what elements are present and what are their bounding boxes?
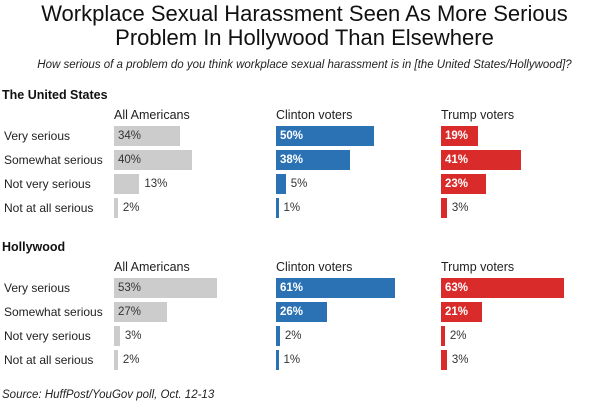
bar-hollywood-clinton-voters-somewhat-serious [276, 302, 327, 322]
bar-the-united-states-clinton-voters-somewhat-serious [276, 150, 351, 170]
row-label-not-at-all-serious: Not at all serious [4, 201, 94, 215]
bar-hollywood-all-americans-very-serious [114, 278, 218, 298]
column-header-trump-voters: Trump voters [441, 108, 515, 122]
source-note: Source: HuffPost/YouGov poll, Oct. 12-13 [2, 389, 215, 401]
value-label-hollywood-trump-voters-not-at-all-serious: 3% [451, 354, 469, 366]
bar-the-united-states-clinton-voters-not-at-all-serious [276, 198, 279, 218]
column-header-clinton-voters: Clinton voters [276, 108, 353, 122]
column-header-clinton-voters: Clinton voters [276, 260, 353, 274]
value-label-the-united-states-all-americans-not-at-all-serious: 2% [122, 202, 140, 214]
value-label-hollywood-clinton-voters-very-serious: 61% [280, 282, 304, 294]
chart-title: Workplace Sexual Harassment Seen As More… [0, 2, 609, 50]
value-label-the-united-states-trump-voters-somewhat-serious: 41% [445, 154, 469, 166]
section-title-hollywood: Hollywood [2, 240, 66, 254]
column-header-all-americans: All Americans [114, 108, 190, 122]
chart-title-line-2: Problem In Hollywood Than Elsewhere [115, 25, 494, 50]
row-label-very-serious: Very serious [4, 129, 71, 143]
bar-hollywood-clinton-voters-very-serious [276, 278, 395, 298]
bar-the-united-states-trump-voters-very-serious [441, 126, 479, 146]
value-label-hollywood-trump-voters-not-very-serious: 2% [449, 330, 467, 342]
value-label-the-united-states-clinton-voters-somewhat-serious: 38% [280, 154, 304, 166]
bar-hollywood-trump-voters-very-serious [441, 278, 564, 298]
value-label-the-united-states-all-americans-very-serious: 34% [118, 130, 142, 142]
value-label-hollywood-all-americans-not-very-serious: 3% [124, 330, 142, 342]
bar-the-united-states-all-americans-not-very-serious [114, 174, 140, 194]
value-label-the-united-states-clinton-voters-not-at-all-serious: 1% [283, 202, 301, 214]
bar-hollywood-trump-voters-not-very-serious [441, 326, 445, 346]
bar-hollywood-trump-voters-not-at-all-serious [441, 350, 447, 370]
value-label-hollywood-clinton-voters-somewhat-serious: 26% [280, 306, 304, 318]
bar-hollywood-all-americans-not-at-all-serious [114, 350, 118, 370]
bar-the-united-states-clinton-voters-very-serious [276, 126, 374, 146]
value-label-hollywood-all-americans-somewhat-serious: 27% [118, 306, 142, 318]
value-label-hollywood-trump-voters-very-serious: 63% [445, 282, 469, 294]
bar-the-united-states-all-americans-somewhat-serious [114, 150, 192, 170]
row-label-not-very-serious: Not very serious [4, 329, 91, 343]
bar-the-united-states-clinton-voters-not-very-serious [276, 174, 286, 194]
value-label-the-united-states-all-americans-somewhat-serious: 40% [118, 154, 142, 166]
column-header-all-americans: All Americans [114, 260, 190, 274]
row-label-not-very-serious: Not very serious [4, 177, 91, 191]
chart-subtitle: How serious of a problem do you think wo… [37, 59, 572, 71]
bar-hollywood-clinton-voters-not-at-all-serious [276, 350, 279, 370]
bar-the-united-states-all-americans-very-serious [114, 126, 181, 146]
bar-hollywood-all-americans-somewhat-serious [114, 302, 167, 322]
value-label-hollywood-all-americans-very-serious: 53% [118, 282, 142, 294]
section-title-the-united-states: The United States [2, 88, 108, 102]
value-label-the-united-states-trump-voters-not-at-all-serious: 3% [451, 202, 469, 214]
value-label-the-united-states-trump-voters-not-very-serious: 23% [445, 178, 469, 190]
bar-hollywood-all-americans-not-very-serious [114, 326, 120, 346]
value-label-the-united-states-trump-voters-very-serious: 19% [445, 130, 469, 142]
value-label-hollywood-trump-voters-somewhat-serious: 21% [445, 306, 469, 318]
value-label-the-united-states-clinton-voters-very-serious: 50% [280, 130, 304, 142]
row-label-not-at-all-serious: Not at all serious [4, 353, 94, 367]
value-label-hollywood-all-americans-not-at-all-serious: 2% [122, 354, 140, 366]
bar-the-united-states-trump-voters-not-at-all-serious [441, 198, 447, 218]
bar-the-united-states-all-americans-not-at-all-serious [114, 198, 118, 218]
row-label-somewhat-serious: Somewhat serious [4, 153, 103, 167]
bar-the-united-states-trump-voters-somewhat-serious [441, 150, 521, 170]
bar-hollywood-trump-voters-somewhat-serious [441, 302, 482, 322]
chart-title-line-1: Workplace Sexual Harassment Seen As More… [41, 1, 568, 26]
row-label-somewhat-serious: Somewhat serious [4, 305, 103, 319]
value-label-hollywood-clinton-voters-not-at-all-serious: 1% [283, 354, 301, 366]
column-header-trump-voters: Trump voters [441, 260, 515, 274]
bar-the-united-states-trump-voters-not-very-serious [441, 174, 486, 194]
row-label-very-serious: Very serious [4, 281, 71, 295]
value-label-hollywood-clinton-voters-not-very-serious: 2% [284, 330, 302, 342]
value-label-the-united-states-all-americans-not-very-serious: 13% [144, 178, 168, 190]
value-label-the-united-states-clinton-voters-not-very-serious: 5% [290, 178, 308, 190]
bar-hollywood-clinton-voters-not-very-serious [276, 326, 280, 346]
